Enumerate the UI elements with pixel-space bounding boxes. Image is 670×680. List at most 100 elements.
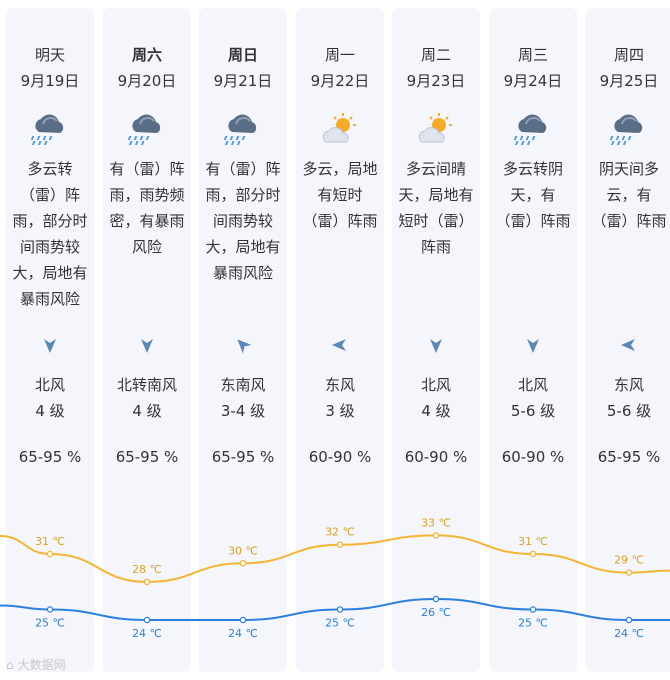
wind-direction: 北风 (517, 376, 548, 394)
weather-description-line: 多云转阴 (502, 160, 563, 178)
day-name: 周四 (613, 46, 644, 64)
weather-description-line: （雷）阵雨 (495, 212, 571, 230)
day-date: 9月24日 (503, 72, 563, 90)
weather-description: 多云，局地 有短时 （雷）阵雨 (292, 156, 388, 234)
high-temp-label: 30 ℃ (228, 544, 258, 557)
low-temp-label: 26 ℃ (421, 606, 451, 619)
low-temp-point (46, 606, 54, 613)
low-temp-label: 25 ℃ (518, 617, 548, 630)
weather-description-line: 间雨势较 (212, 212, 273, 230)
wind-level: 3-4 级 (220, 402, 266, 420)
low-temp-label: 24 ℃ (132, 627, 162, 640)
weather-description-line: 多云，局地 (302, 160, 378, 178)
day-name: 周一 (324, 46, 355, 64)
day-date: 9月21日 (213, 72, 273, 90)
watermark-logo-icon: ⌂ (6, 657, 14, 672)
arrow-left-icon (331, 336, 349, 354)
day-column: 周四 9月25日 阴天间多 云，有 （雷）阵雨 东风 5-6 级 65-95 % (585, 8, 670, 672)
wind-level: 5-6 级 (606, 402, 652, 420)
day-name: 周六 (131, 46, 162, 64)
thunder-rain-icon (223, 112, 262, 146)
weather-description: 多云转 （雷）阵 雨，部分时 间雨势较 大，局地有 暴雨风险 (2, 156, 98, 312)
day-date: 9月19日 (20, 72, 80, 90)
day-column: 周六 9月20日 有（雷）阵 雨，雨势频 密，有暴雨 风险 北转南风 4 级 65-95 % (103, 8, 191, 672)
low-temp-point (336, 606, 344, 613)
wind-level: 3 级 (325, 402, 355, 420)
arrow-down-icon (524, 336, 542, 354)
day-name: 周三 (517, 46, 548, 64)
weather-description-line: （雷）阵 (19, 186, 80, 204)
weather-description-line: 有（雷）阵 (109, 160, 185, 178)
high-temp-point (432, 532, 440, 539)
arrow-left-icon (620, 336, 638, 354)
thunder-rain-icon (30, 112, 69, 146)
weather-description: 多云转阴天，有 （雷）阵雨 (485, 156, 581, 234)
low-temp-point (625, 616, 633, 624)
high-temp-label: 33 ℃ (421, 516, 451, 529)
arrow-northwest-icon (234, 336, 252, 354)
day-date: 9月23日 (406, 72, 466, 90)
low-temp-point (432, 595, 440, 603)
humidity: 65-95 % (18, 448, 82, 466)
day-name: 明天 (34, 46, 65, 64)
wind-level: 4 级 (35, 402, 65, 420)
watermark-text: 大数据网 (17, 658, 66, 672)
low-temp-point (143, 616, 151, 624)
day-column: 周二 9月23日 多云间晴 天，局地有 短时（雷） 阵雨 北风 4 级 60-90 % (392, 8, 480, 672)
humidity: 65-95 % (211, 448, 275, 466)
high-temp-point (529, 550, 537, 558)
day-date: 9月20日 (117, 72, 177, 90)
wind-direction: 东风 (613, 376, 644, 394)
humidity: 65-95 % (115, 448, 179, 466)
weather-description-line: 阴天间多 (598, 160, 659, 178)
high-temp-label: 31 ℃ (35, 535, 65, 548)
low-temp-label: 25 ℃ (325, 617, 355, 630)
wind-direction: 北风 (420, 376, 451, 394)
wind-direction: 北风 (34, 376, 65, 394)
weather-description: 有（雷）阵 雨，部分时 间雨势较 大，局地有 暴雨风险 (195, 156, 291, 286)
weather-description: 有（雷）阵 雨，雨势频 密，有暴雨 风险 (99, 156, 195, 260)
day-column: 周日 9月21日 有（雷）阵 雨，部分时 间雨势较 大，局地有 暴雨风险 东南风 3-4 级… (199, 8, 287, 672)
wind-level: 4 级 (132, 402, 162, 420)
high-temp-label: 32 ℃ (325, 526, 355, 539)
wind-direction: 东风 (324, 376, 355, 394)
day-date: 9月25日 (599, 72, 659, 90)
weather-description-line: （雷）阵雨 (591, 212, 667, 230)
partly-cloudy-icon (321, 112, 359, 146)
arrow-down-icon (41, 336, 59, 354)
day-date: 9月22日 (310, 72, 370, 90)
high-temp-point (46, 550, 54, 558)
weather-description-line: 有（雷）阵 (205, 160, 281, 178)
weather-description-line: 暴雨风险 (212, 264, 273, 282)
arrow-down-icon (138, 336, 156, 354)
low-temp-label: 24 ℃ (228, 627, 258, 640)
high-temp-point (239, 560, 247, 567)
high-temp-point (143, 578, 151, 586)
humidity: 60-90 % (308, 448, 372, 466)
arrow-down-icon (427, 336, 445, 354)
weather-description-line: （雷）阵雨 (302, 212, 378, 230)
weather-description-line: 大，局地有 (12, 264, 88, 282)
watermark: ⌂ 大数据网 (6, 656, 66, 673)
weather-description-line: 雨，部分时 (12, 212, 88, 230)
weather-description-line: 天，有 (510, 186, 556, 204)
high-temp-label: 28 ℃ (132, 563, 162, 576)
weather-description-line: 阵雨 (420, 238, 451, 256)
wind-direction: 北转南风 (116, 376, 177, 394)
day-column: 明天 9月19日 多云转 （雷）阵 雨，部分时 间雨势较 大，局地有 暴雨风险 北风 4 级 6… (6, 8, 94, 672)
high-temp-point (336, 541, 344, 548)
day-column: 周一 9月22日 多云，局地 有短时 （雷）阵雨 东风 3 级 60-90 % (296, 8, 384, 672)
day-name: 周日 (227, 46, 258, 64)
weather-description-line: 天，局地有 (398, 186, 474, 204)
weather-description: 阴天间多 云，有 （雷）阵雨 (581, 156, 670, 234)
thunder-rain-icon (513, 112, 552, 146)
high-temp-point (625, 569, 633, 576)
high-temp-label: 29 ℃ (614, 554, 644, 567)
weather-description-line: 雨，部分时 (205, 186, 281, 204)
thunder-rain-icon (609, 112, 648, 146)
humidity: 60-90 % (501, 448, 565, 466)
low-temp-point (239, 616, 247, 624)
weather-description-line: 暴雨风险 (19, 290, 80, 308)
wind-level: 4 级 (421, 402, 451, 420)
weather-description-line: 多云转 (27, 160, 73, 178)
